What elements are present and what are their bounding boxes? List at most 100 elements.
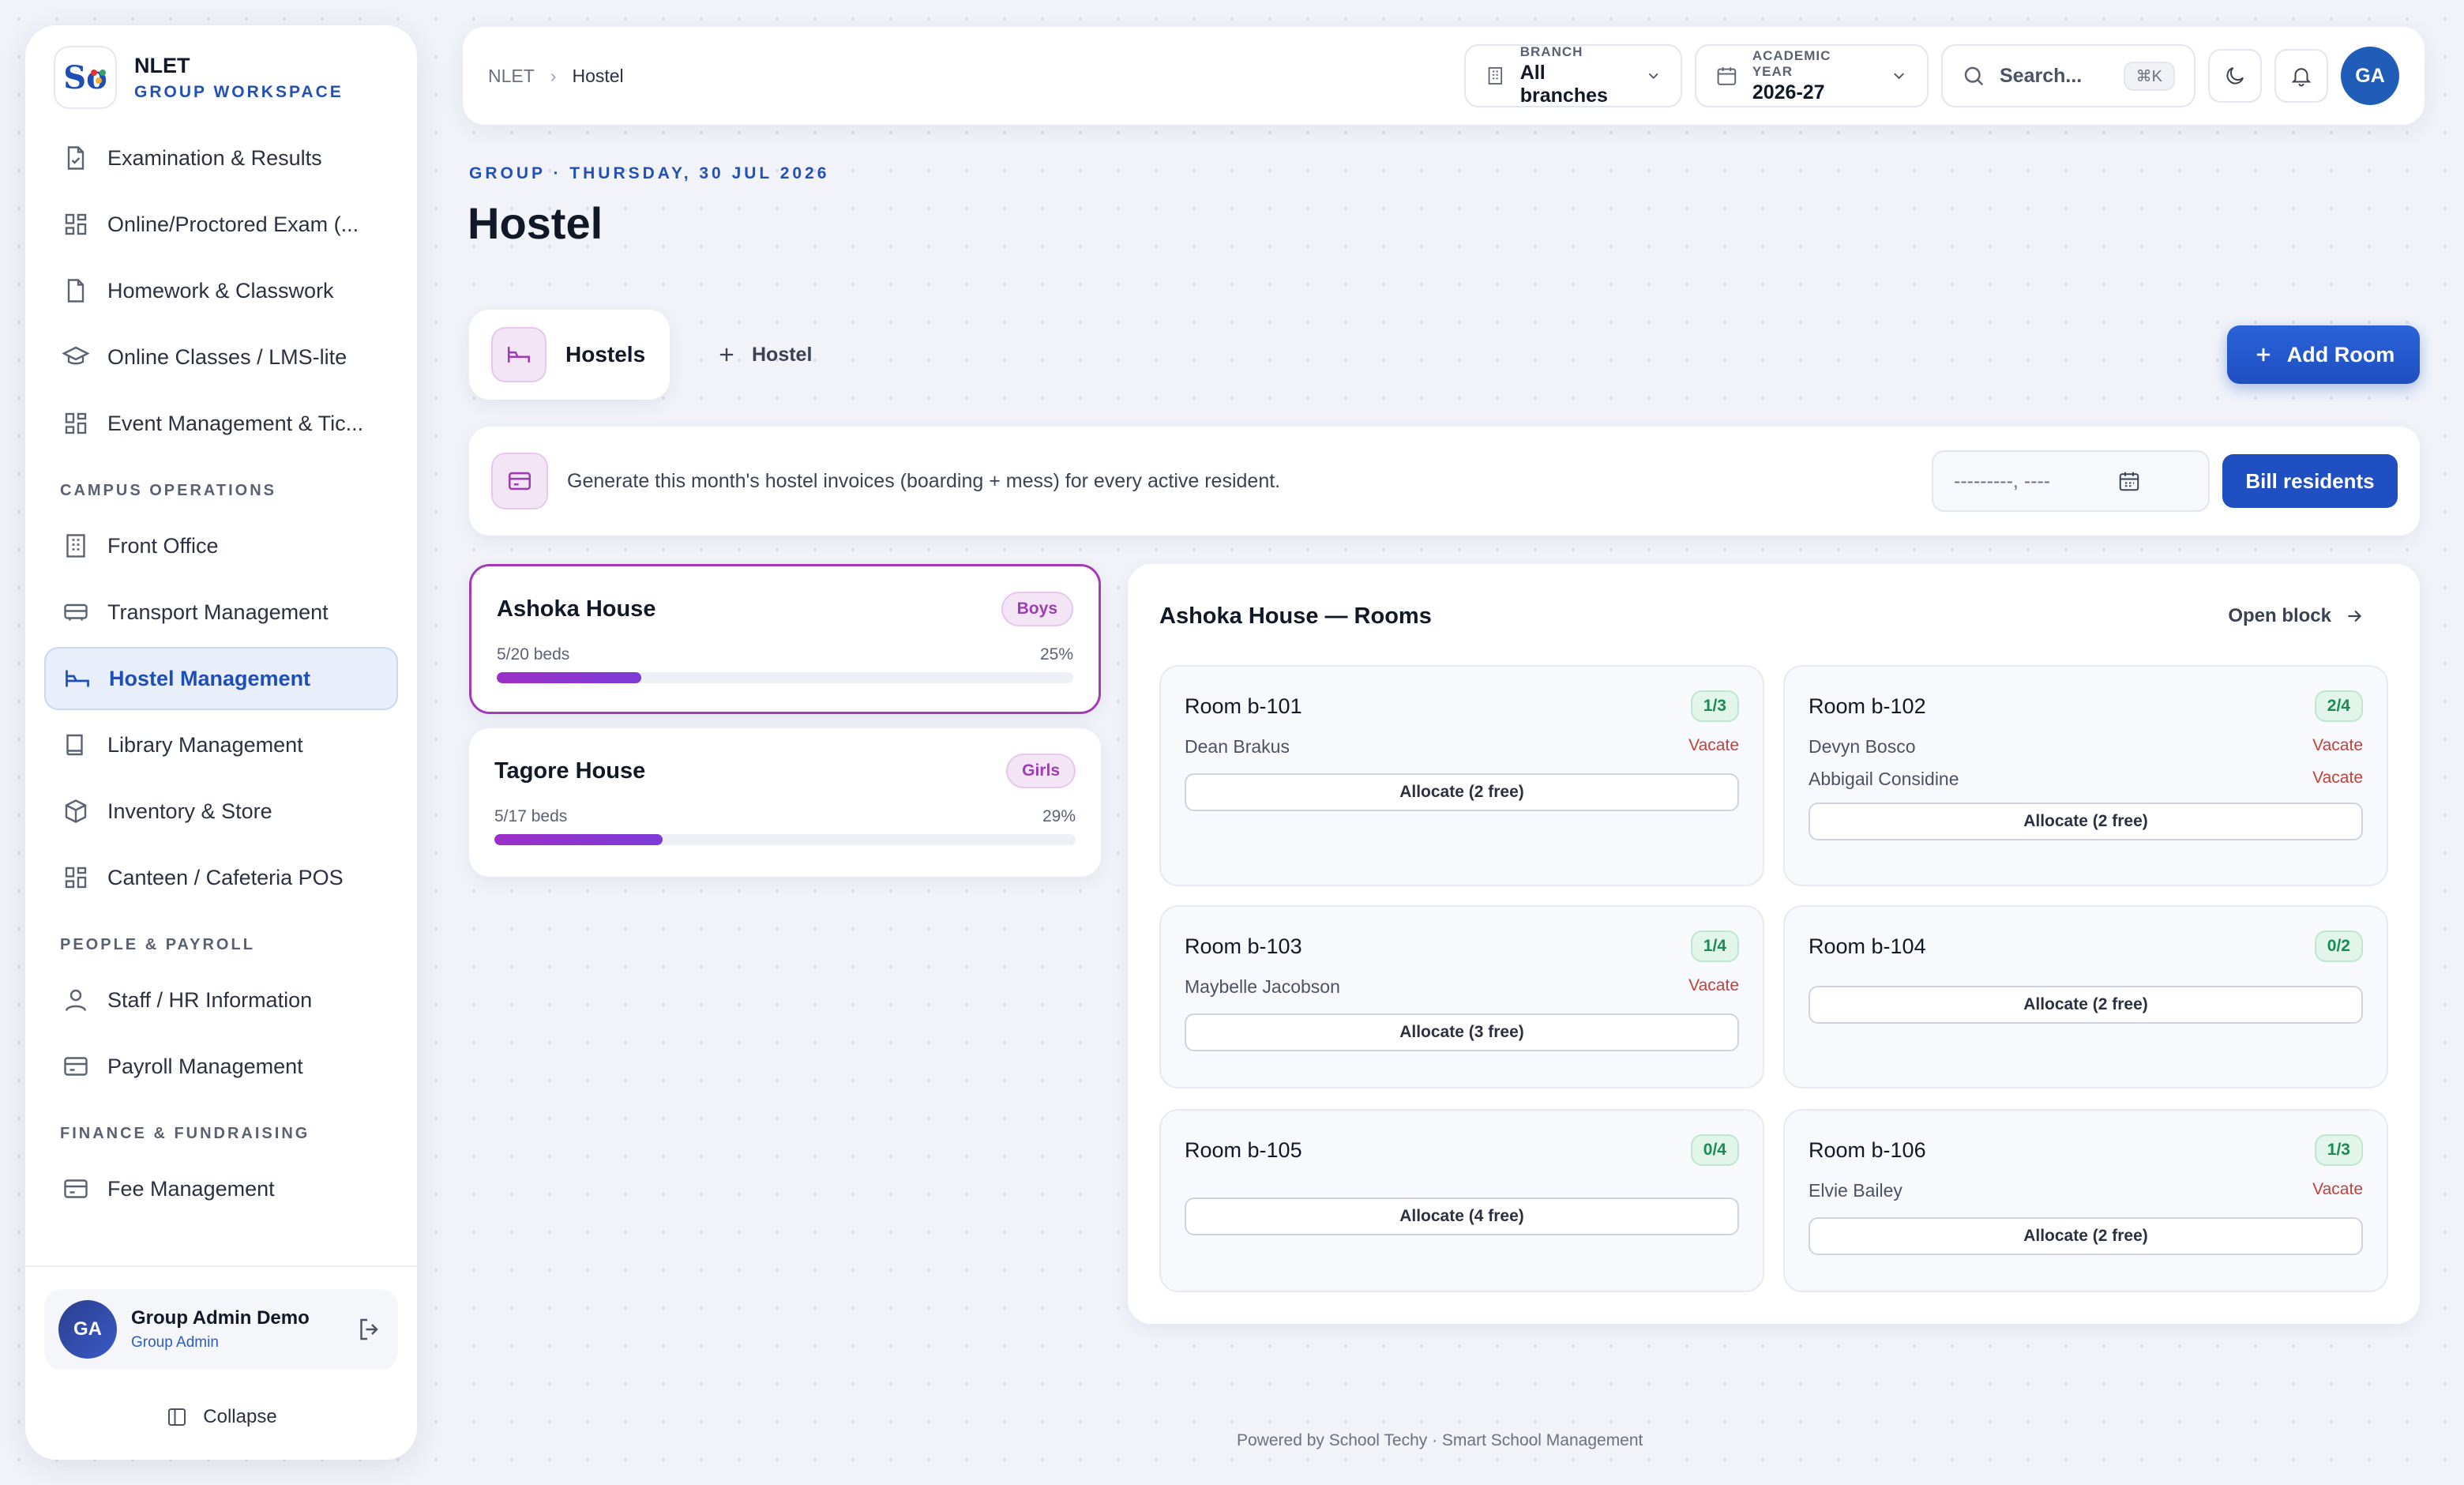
avatar[interactable]: GA — [58, 1300, 117, 1359]
add-hostel-button[interactable]: Hostel — [716, 336, 812, 373]
allocate-button[interactable]: Allocate (3 free) — [1185, 1013, 1739, 1051]
room-name: Room b-106 — [1809, 1137, 1926, 1162]
academic-year-value: 2026-27 — [1752, 81, 1825, 103]
logout-icon[interactable] — [355, 1315, 384, 1344]
bus-icon — [62, 598, 90, 626]
chevron-down-icon — [1890, 66, 1908, 85]
room-card: Room b-104 0/2 Allocate (2 free) — [1783, 905, 2388, 1088]
hostel-occupancy-percent: 25% — [1039, 645, 1073, 664]
vacate-button[interactable]: Vacate — [1688, 976, 1739, 994]
hostel-card-ashoka[interactable]: Ashoka House Boys 5/20 beds 25% — [469, 564, 1101, 714]
user-name: Group Admin Demo — [131, 1307, 310, 1329]
sidebar-item-online-classes[interactable]: Online Classes / LMS-lite — [44, 325, 398, 389]
sidebar-item-label: Front Office — [107, 533, 219, 558]
tab-label: Hostels — [565, 342, 646, 367]
add-room-button[interactable]: Add Room — [2227, 325, 2420, 384]
branch-select[interactable]: BRANCH All branches — [1464, 44, 1682, 107]
occupancy-badge: 2/4 — [2314, 690, 2363, 722]
sidebar-nav: Examination & Results Online/Proctored E… — [25, 123, 417, 1265]
room-card: Room b-102 2/4 Devyn Bosco Vacate Abbiga… — [1783, 665, 2388, 886]
sidebar-item-fee[interactable]: Fee Management — [44, 1157, 398, 1220]
sidebar-item-label: Staff / HR Information — [107, 987, 313, 1012]
user-icon — [62, 986, 90, 1014]
search-input[interactable]: Search... ⌘K — [1941, 44, 2195, 107]
bed-icon — [491, 327, 547, 382]
room-name: Room b-104 — [1809, 934, 1926, 958]
collapse-button[interactable]: Collapse — [44, 1390, 398, 1444]
breadcrumb-root[interactable]: NLET — [488, 65, 535, 86]
topbar: NLET › Hostel BRANCH All branches ACADEM… — [463, 27, 2425, 125]
vacate-button[interactable]: Vacate — [2312, 769, 2363, 787]
sidebar-item-payroll[interactable]: Payroll Management — [44, 1035, 398, 1098]
vacate-button[interactable]: Vacate — [2312, 736, 2363, 754]
building-icon — [62, 532, 90, 560]
sidebar-item-library[interactable]: Library Management — [44, 713, 398, 776]
open-block-label: Open block — [2228, 605, 2331, 626]
sidebar-item-label: Payroll Management — [107, 1054, 303, 1078]
search-shortcut: ⌘K — [2123, 61, 2175, 91]
sidebar-item-events[interactable]: Event Management & Tic... — [44, 392, 398, 455]
hostel-tag-badge: Boys — [1001, 592, 1073, 626]
user-role: Group Admin — [131, 1334, 219, 1351]
sidebar-footer: GA Group Admin Demo Group Admin Collapse — [25, 1265, 417, 1460]
arrow-right-icon — [2344, 606, 2364, 626]
calendar-icon — [1715, 64, 1738, 88]
sidebar-item-staff[interactable]: Staff / HR Information — [44, 968, 398, 1032]
sidebar-item-front-office[interactable]: Front Office — [44, 514, 398, 577]
grid-icon — [62, 863, 90, 892]
sidebar-item-label: Fee Management — [107, 1176, 275, 1201]
sidebar-item-transport[interactable]: Transport Management — [44, 581, 398, 644]
sidebar-item-homework[interactable]: Homework & Classwork — [44, 259, 398, 322]
theme-toggle-button[interactable] — [2208, 49, 2262, 103]
resident-name: Devyn Bosco — [1809, 736, 1916, 757]
sidebar-item-canteen[interactable]: Canteen / Cafeteria POS — [44, 846, 398, 909]
sidebar-item-online-exam[interactable]: Online/Proctored Exam (... — [44, 193, 398, 256]
room-name: Room b-105 — [1185, 1137, 1302, 1162]
sidebar-item-examination[interactable]: Examination & Results — [44, 126, 398, 190]
occupancy-bar-fill — [494, 834, 663, 845]
add-room-label: Add Room — [2286, 342, 2395, 367]
allocate-button[interactable]: Allocate (2 free) — [1809, 986, 2363, 1024]
sidebar-item-inventory[interactable]: Inventory & Store — [44, 780, 398, 843]
academic-year-select[interactable]: ACADEMIC YEAR 2026-27 — [1695, 44, 1929, 107]
collapse-label: Collapse — [203, 1406, 277, 1427]
branch-value: All branches — [1519, 62, 1608, 107]
book-icon — [62, 731, 90, 759]
branch-label: BRANCH — [1519, 44, 1583, 59]
allocate-button[interactable]: Allocate (2 free) — [1809, 803, 2363, 840]
hostel-beds: 5/17 beds — [494, 807, 568, 825]
card-icon — [62, 1052, 90, 1081]
bill-residents-button[interactable]: Bill residents — [2222, 454, 2398, 508]
sidebar-item-label: Event Management & Tic... — [107, 411, 364, 435]
sidebar-item-label: Canteen / Cafeteria POS — [107, 865, 344, 889]
avatar[interactable]: GA — [2341, 47, 2399, 105]
vacate-button[interactable]: Vacate — [2312, 1180, 2363, 1198]
chevron-down-icon — [1645, 66, 1662, 85]
notifications-button[interactable] — [2274, 49, 2328, 103]
calendar-icon[interactable] — [2071, 469, 2188, 493]
allocate-button[interactable]: Allocate (4 free) — [1185, 1197, 1739, 1235]
sidebar-item-hostel[interactable]: Hostel Management — [44, 647, 398, 710]
brand-logo-text: So — [63, 58, 107, 96]
breadcrumb: NLET › Hostel — [488, 66, 1452, 87]
allocate-button[interactable]: Allocate (2 free) — [1185, 773, 1739, 811]
breadcrumb-current: Hostel — [572, 65, 624, 86]
brand[interactable]: So NLET GROUP WORKSPACE — [25, 25, 417, 123]
sidebar-item-label: Hostel Management — [109, 666, 311, 690]
sidebar-panel-icon — [165, 1405, 189, 1429]
hostel-card-tagore[interactable]: Tagore House Girls 5/17 beds 29% — [469, 728, 1101, 877]
allocate-button[interactable]: Allocate (2 free) — [1809, 1217, 2363, 1255]
file-check-icon — [62, 144, 90, 172]
tab-hostels[interactable]: Hostels — [469, 310, 670, 400]
resident-name: Abbigail Considine — [1809, 769, 1959, 789]
billing-month-input[interactable]: ---------, ---- — [1932, 450, 2210, 512]
brand-logo: So — [54, 46, 117, 109]
room-card: Room b-105 0/4 Allocate (4 free) — [1159, 1109, 1764, 1292]
grid-icon — [62, 409, 90, 438]
academic-year-label: ACADEMIC YEAR — [1752, 47, 1831, 79]
open-block-link[interactable]: Open block — [2228, 605, 2364, 627]
occupancy-badge: 0/2 — [2314, 930, 2363, 962]
resident-row: Dean Brakus Vacate — [1185, 736, 1739, 758]
vacate-button[interactable]: Vacate — [1688, 736, 1739, 754]
search-icon — [1962, 64, 1985, 88]
